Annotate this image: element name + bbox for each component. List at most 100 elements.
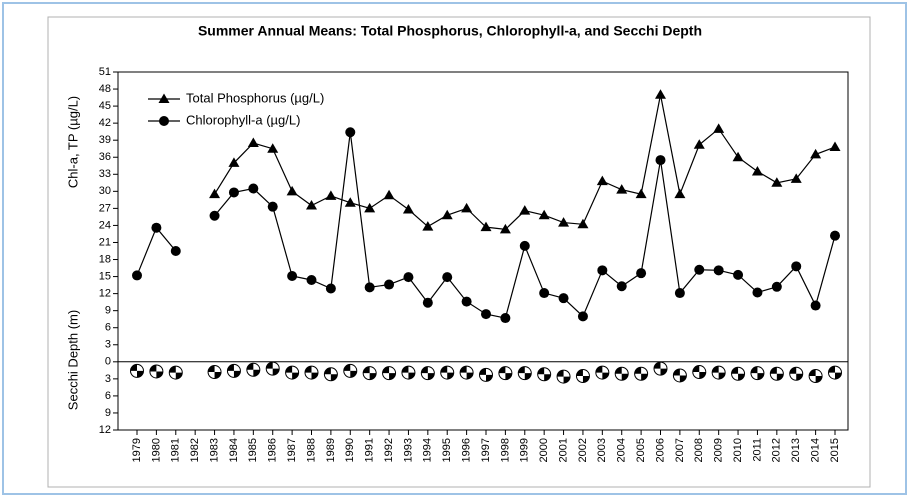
secchi-disk xyxy=(711,365,726,380)
marker-circle xyxy=(616,281,627,292)
x-tick-label: 1995 xyxy=(441,438,453,462)
marker-triangle xyxy=(577,218,589,229)
y-tick-label: 42 xyxy=(99,117,111,129)
secchi-disk-quadrant xyxy=(253,369,260,377)
y-tick-label: 39 xyxy=(99,134,111,146)
marker-triangle xyxy=(732,151,744,162)
secchi-disk-quadrant xyxy=(305,366,312,373)
x-tick-label: 2009 xyxy=(713,438,725,462)
secchi-disk-quadrant xyxy=(447,372,454,380)
marker-triangle xyxy=(325,190,337,200)
secchi-disk-quadrant xyxy=(350,370,357,378)
x-tick-label: 1985 xyxy=(247,438,259,462)
x-tick-label: 1979 xyxy=(131,438,143,462)
marker-circle xyxy=(403,272,414,283)
secchi-disk-quadrant xyxy=(272,368,280,376)
secchi-disk-quadrant xyxy=(712,366,719,373)
marker-circle xyxy=(539,288,550,299)
secchi-disk-quadrant xyxy=(498,366,506,374)
y-tick-label: 15 xyxy=(99,270,111,282)
marker-triangle xyxy=(538,209,550,220)
secchi-disk-quadrant xyxy=(582,376,590,383)
secchi-disk-quadrant xyxy=(175,372,183,380)
marker-triangle xyxy=(829,141,841,152)
secchi-disk-quadrant xyxy=(679,375,687,382)
secchi-disk-quadrant xyxy=(363,366,370,374)
marker-triangle xyxy=(693,139,705,149)
secchi-disk-quadrant xyxy=(576,369,583,377)
x-tick-label: 2015 xyxy=(829,438,841,462)
secchi-disk-quadrant xyxy=(692,365,700,373)
secchi-disk xyxy=(343,363,358,378)
x-tick-label: 1986 xyxy=(267,438,279,462)
marker-circle xyxy=(733,269,744,280)
y-tick-label: 12 xyxy=(99,288,111,300)
y-tick-label: 51 xyxy=(99,66,111,78)
secchi-disk xyxy=(789,366,804,381)
marker-circle xyxy=(461,296,472,307)
marker-triangle xyxy=(480,221,492,232)
x-tick-label: 1988 xyxy=(305,438,317,462)
secchi-disk xyxy=(634,366,649,381)
marker-circle xyxy=(159,116,169,126)
secchi-disk-quadrant xyxy=(654,362,661,369)
secchi-disk-quadrant xyxy=(324,367,331,375)
marker-triangle xyxy=(461,202,473,213)
x-tick-label: 2001 xyxy=(557,438,569,462)
secchi-disk-quadrant xyxy=(557,370,564,377)
y-tick-label: 45 xyxy=(99,100,111,112)
y-axis-label: Chl-a, TP (µg/L) xyxy=(65,96,80,188)
marker-triangle xyxy=(713,123,725,133)
y-tick-label: 36 xyxy=(99,151,111,163)
secchi-disk-quadrant xyxy=(518,366,525,374)
marker-circle xyxy=(655,155,666,166)
marker-circle xyxy=(364,282,375,293)
secchi-disk-quadrant xyxy=(427,373,435,380)
secchi-disk-quadrant xyxy=(621,373,629,381)
x-tick-label: 2012 xyxy=(771,438,783,462)
secchi-disk-quadrant xyxy=(660,368,667,376)
secchi-disk-quadrant xyxy=(505,373,512,380)
secchi-disk-quadrant xyxy=(789,367,797,374)
x-tick-label: 1996 xyxy=(461,438,473,462)
secchi-disk xyxy=(149,364,164,379)
secchi-disk-quadrant xyxy=(137,370,144,378)
marker-triangle xyxy=(558,217,570,227)
marker-triangle xyxy=(364,202,376,213)
secchi-disk xyxy=(304,365,319,380)
secchi-disk-quadrant xyxy=(389,373,396,380)
x-tick-label: 2003 xyxy=(596,438,608,462)
secchi-disk xyxy=(226,363,241,378)
x-tick-label: 1993 xyxy=(402,438,414,462)
secchi-disk-quadrant xyxy=(285,366,293,373)
x-tick-label: 2006 xyxy=(654,438,666,462)
x-tick-label: 1980 xyxy=(150,438,162,462)
marker-circle xyxy=(519,240,530,251)
secchi-disk-quadrant xyxy=(369,373,377,380)
x-tick-label: 2013 xyxy=(790,438,802,462)
secchi-disk xyxy=(479,367,493,382)
secchi-disk xyxy=(808,369,823,384)
secchi-disk-quadrant xyxy=(757,373,764,380)
marker-circle xyxy=(442,272,453,283)
marker-triangle xyxy=(499,223,511,234)
marker-circle xyxy=(713,265,724,276)
secchi-disk xyxy=(556,369,571,384)
x-tick-label: 1992 xyxy=(383,438,395,462)
secchi-disk-quadrant xyxy=(595,366,603,373)
y-tick-label: 18 xyxy=(99,253,111,265)
secchi-disk-quadrant xyxy=(634,367,642,374)
x-tick-label: 1997 xyxy=(480,438,492,462)
marker-circle xyxy=(345,127,356,138)
x-tick-label: 1982 xyxy=(189,438,201,462)
secchi-disk-quadrant xyxy=(731,367,739,374)
secchi-disk xyxy=(575,369,590,384)
secchi-disk-quadrant xyxy=(246,363,254,370)
secchi-disk xyxy=(382,366,397,381)
secchi-disk-quadrant xyxy=(835,372,842,380)
secchi-disk-quadrant xyxy=(776,373,784,381)
marker-circle xyxy=(771,281,782,292)
legend-text: Chlorophyll-a (µg/L) xyxy=(186,112,300,127)
x-tick-label: 1987 xyxy=(286,438,298,462)
